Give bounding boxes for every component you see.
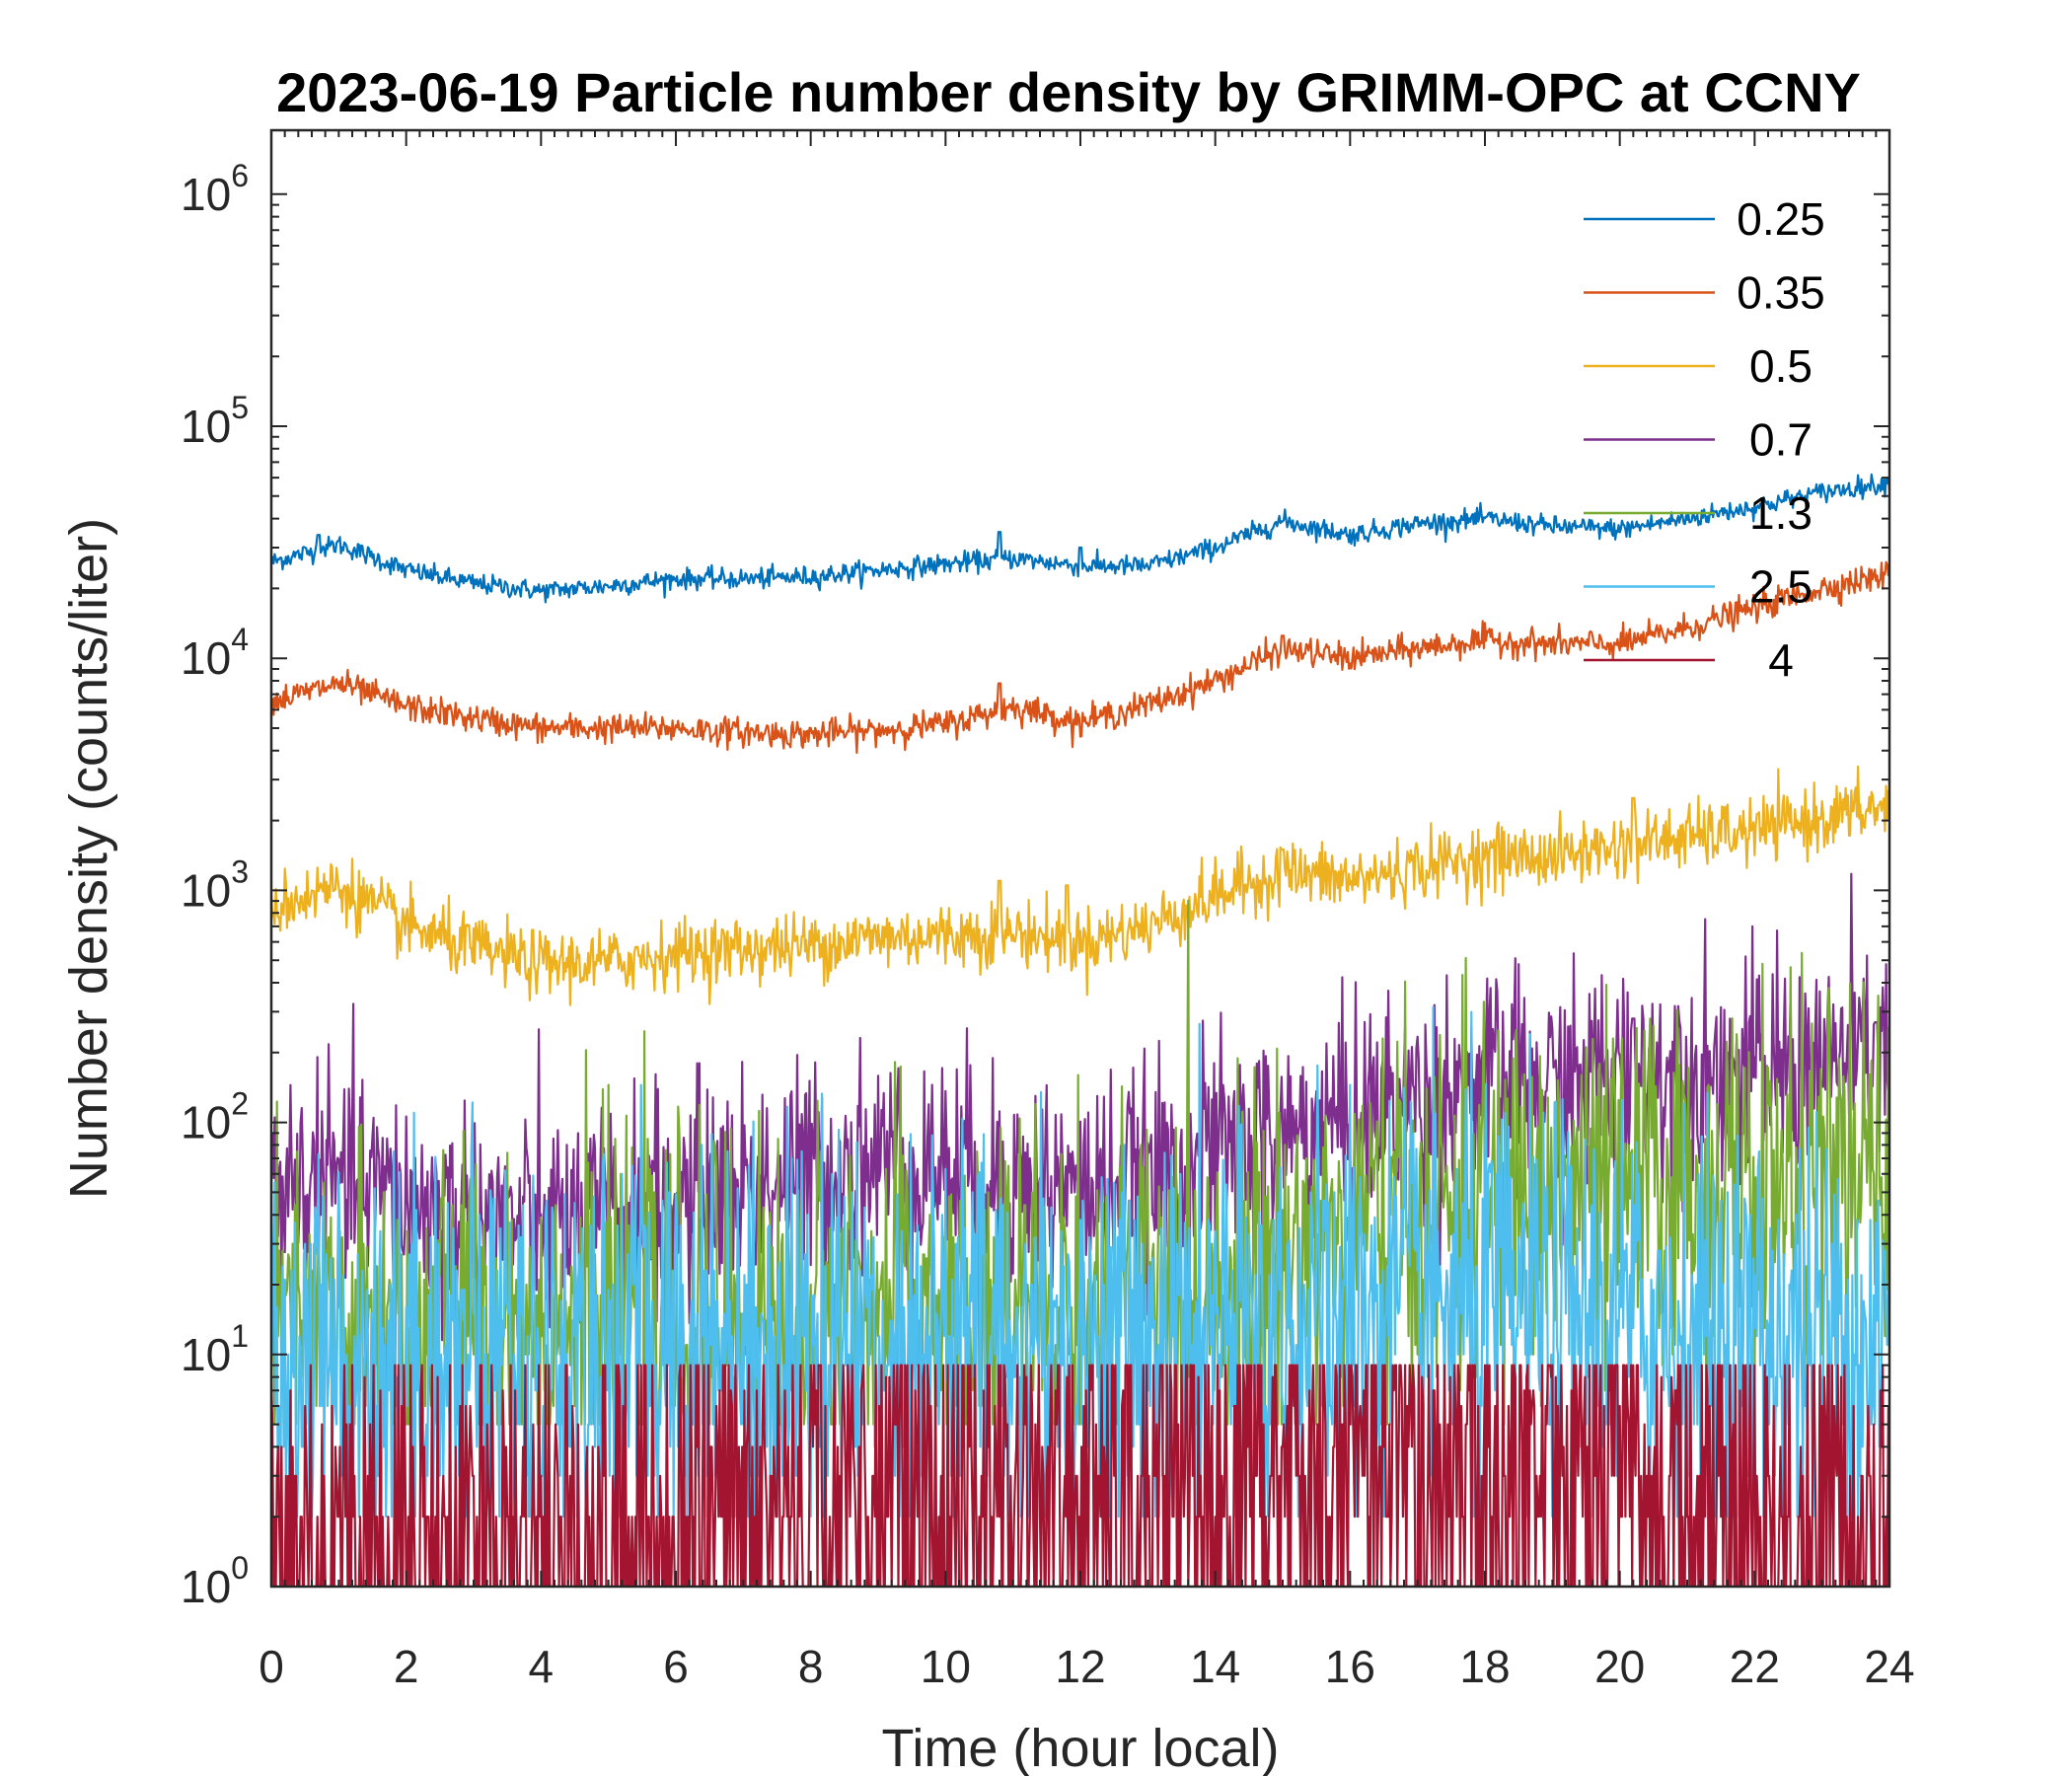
legend: 0.25 0.35 0.5 0.7 1.3 2.5 4 — [1584, 193, 1825, 686]
x-tick-label: 0 — [259, 1641, 284, 1692]
axis-ticks — [270, 130, 1890, 1588]
x-tick-label: 20 — [1594, 1641, 1645, 1692]
legend-label: 1.3 — [1749, 487, 1813, 539]
y-tick-label: 100 — [181, 1550, 249, 1612]
plot-series — [269, 473, 1891, 1589]
series-line-0.5 — [269, 765, 1891, 1006]
x-tick-label: 10 — [921, 1641, 971, 1692]
chart-title: 2023-06-19 Particle number density by GR… — [276, 61, 1861, 123]
legend-label: 0.25 — [1737, 193, 1825, 245]
x-tick-label: 6 — [663, 1641, 689, 1692]
y-tick-label: 101 — [181, 1318, 249, 1380]
y-tick-label: 106 — [181, 158, 249, 220]
series-line-0.7 — [269, 872, 1891, 1354]
x-tick-label: 12 — [1055, 1641, 1105, 1692]
tick-marks — [270, 130, 1890, 1588]
y-axis-label: Number density (counts/liter) — [59, 518, 118, 1199]
x-tick-label: 4 — [529, 1641, 555, 1692]
y-tick-label: 102 — [181, 1086, 249, 1148]
x-tick-label: 8 — [798, 1641, 824, 1692]
x-tick-label: 24 — [1864, 1641, 1914, 1692]
y-tick-label: 104 — [181, 622, 249, 684]
x-tick-label: 18 — [1459, 1641, 1510, 1692]
x-tick-label: 16 — [1325, 1641, 1375, 1692]
x-tick-label: 22 — [1730, 1641, 1780, 1692]
x-tick-label: 2 — [394, 1641, 419, 1692]
x-axis-label: Time (hour local) — [881, 1719, 1279, 1776]
legend-label: 0.35 — [1737, 267, 1825, 319]
x-tick-label: 14 — [1190, 1641, 1240, 1692]
legend-label: 0.5 — [1749, 340, 1813, 392]
y-tick-labels: 100 101 102 103 104 105 106 — [181, 158, 249, 1612]
y-tick-label: 105 — [181, 390, 249, 452]
y-tick-label: 103 — [181, 853, 249, 916]
legend-label: 4 — [1768, 634, 1794, 686]
legend-label: 2.5 — [1749, 561, 1813, 613]
legend-label: 0.7 — [1749, 414, 1813, 466]
series-line-0.35 — [269, 560, 1891, 755]
x-tick-labels: 0 2 4 6 8 10 12 14 16 18 20 22 24 — [259, 1641, 1914, 1692]
series-line-0.25 — [269, 473, 1891, 604]
